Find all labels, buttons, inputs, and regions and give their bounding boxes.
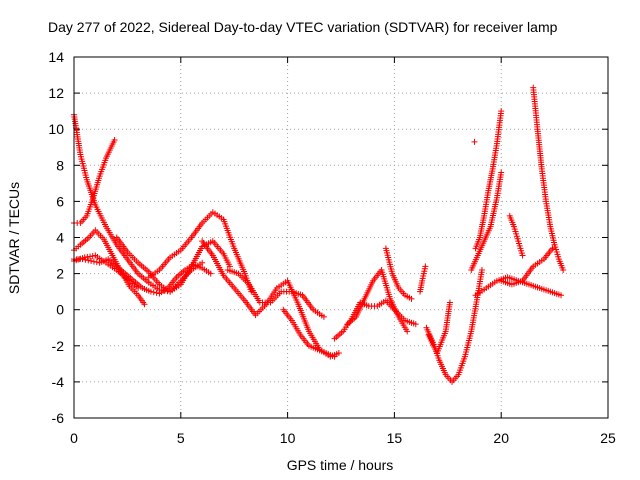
chart-title: Day 277 of 2022, Sidereal Day-to-day VTE…	[48, 19, 558, 35]
data-point-fill	[150, 289, 157, 296]
data-point-fill	[153, 289, 160, 296]
y-tick-label: 10	[48, 121, 64, 137]
data-point	[422, 263, 429, 270]
data-point	[199, 259, 206, 266]
data-point	[408, 295, 415, 302]
series-arc-02	[71, 137, 118, 227]
data-point	[404, 328, 411, 335]
data-point	[335, 350, 342, 357]
y-tick-label: 14	[48, 49, 64, 65]
data-point	[519, 252, 526, 259]
data-point	[147, 288, 154, 295]
data-point	[549, 245, 556, 252]
series-arc-19	[471, 138, 478, 145]
y-tick-label: 8	[56, 157, 64, 173]
y-tick-labels: -6 -4 -2 0 2 4 6 8 10 12 14	[48, 49, 64, 426]
data-point	[558, 292, 565, 299]
series-arc-10	[280, 306, 338, 360]
data-point	[498, 169, 505, 176]
series-arc-23	[498, 245, 556, 288]
y-axis-label: SDTVAR / TECUs	[6, 182, 22, 294]
x-axis-label: GPS time / hours	[287, 457, 394, 473]
data-point	[471, 138, 478, 145]
plot-frame	[73, 56, 609, 419]
data-series	[71, 84, 567, 385]
x-tick-label: 20	[493, 430, 509, 446]
x-tick-label: 0	[70, 430, 78, 446]
y-tick-label: -6	[52, 410, 65, 426]
x-tick-label: 10	[280, 430, 296, 446]
series-arc-14	[417, 263, 429, 295]
series-arc-12	[344, 266, 411, 335]
data-point	[331, 353, 338, 360]
data-point	[478, 266, 485, 273]
series-arc-17	[472, 108, 505, 252]
y-tick-label: 4	[56, 230, 64, 246]
y-tick-label: -4	[52, 374, 65, 390]
series-arc-01	[71, 111, 206, 295]
data-point	[111, 137, 118, 144]
y-tick-label: 0	[56, 302, 64, 318]
data-point	[320, 313, 327, 320]
series-arc-16	[425, 299, 453, 357]
y-tick-label: -2	[52, 338, 65, 354]
data-point	[498, 108, 505, 115]
data-point	[207, 270, 214, 277]
series-arc-06	[113, 234, 233, 295]
data-point-fill	[90, 258, 97, 265]
data-point	[412, 321, 419, 328]
x-tick-labels: 0 5 10 15 20 25	[70, 430, 616, 446]
data-point	[560, 266, 567, 273]
data-point	[88, 257, 95, 264]
grid-lines	[74, 57, 608, 418]
data-point	[446, 299, 453, 306]
series-arc-13	[382, 245, 415, 302]
data-point-fill	[85, 257, 92, 264]
y-tick-label: 6	[56, 193, 64, 209]
series-arc-18	[468, 169, 505, 273]
y-tick-label: 2	[56, 266, 64, 282]
y-tick-label: 12	[48, 85, 64, 101]
data-point	[141, 301, 148, 308]
series-arc-22	[530, 84, 567, 273]
x-tick-label: 25	[600, 430, 616, 446]
series-arc-21	[506, 212, 526, 259]
series-arc-09	[224, 266, 327, 320]
data-point	[135, 285, 142, 292]
x-tick-label: 5	[177, 430, 185, 446]
x-tick-label: 15	[387, 430, 403, 446]
